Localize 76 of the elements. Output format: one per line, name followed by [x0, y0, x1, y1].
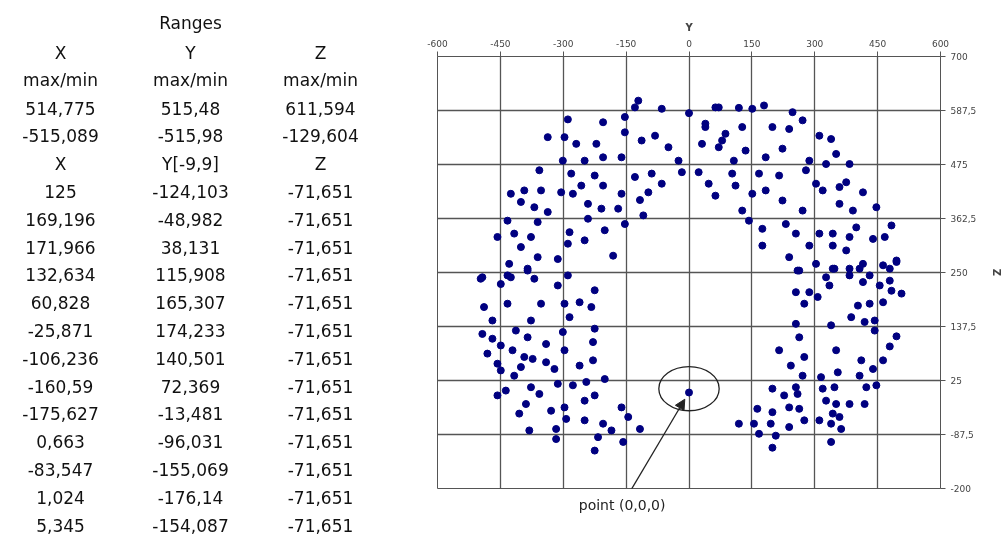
text: -71,651 [287, 321, 354, 341]
text: -175,627 [22, 404, 99, 425]
text: Y[-9,9] [161, 153, 219, 174]
text: -129,604 [282, 126, 359, 147]
x-tick-label: -450 [490, 38, 511, 49]
text: -71,651 [287, 348, 354, 369]
text: 1,024 [36, 487, 85, 508]
annotation: point (0,0,0) [578, 496, 666, 513]
text: X [54, 42, 67, 63]
text: -71,651 [287, 376, 354, 397]
text: -515,98 [157, 126, 224, 147]
x-tick-label: 450 [869, 38, 887, 49]
text: 132,634 [25, 265, 96, 286]
text: -48,982 [157, 209, 224, 230]
text: Z [314, 153, 327, 174]
text: 38,131 [160, 237, 221, 258]
text: 611,594 [285, 98, 356, 119]
text: 140,501 [155, 348, 226, 369]
text: -106,236 [22, 348, 99, 369]
text: -71,651 [287, 293, 354, 314]
text: 169,196 [25, 209, 96, 230]
text: -155,069 [152, 460, 229, 480]
text: max/min [283, 70, 358, 91]
text: max/min [23, 70, 98, 91]
text: 0,663 [36, 432, 85, 453]
x-tick-label: 150 [743, 38, 761, 49]
text: -71,651 [287, 515, 354, 536]
text: 171,966 [25, 237, 96, 258]
text: -96,031 [157, 432, 224, 453]
text: Ranges [159, 12, 223, 33]
text: -71,651 [287, 404, 354, 425]
text: -71,651 [287, 265, 354, 286]
text: -71,651 [287, 182, 354, 202]
x-tick-label: -600 [427, 38, 448, 49]
text: 514,775 [25, 98, 96, 119]
text: X [54, 153, 67, 174]
y-tick-label: 475 [950, 160, 968, 170]
y-tick-label: 587,5 [950, 106, 977, 116]
text: 125 [44, 182, 77, 202]
text: -71,651 [287, 460, 354, 480]
text: 174,233 [155, 321, 226, 341]
text: -83,547 [27, 460, 94, 480]
text: -13,481 [157, 404, 224, 425]
text: 72,369 [160, 376, 221, 397]
y-tick-label: 700 [950, 52, 968, 62]
text: -25,871 [27, 321, 94, 341]
x-tick-label: -150 [615, 38, 637, 49]
y-tick-label: 362,5 [950, 214, 977, 224]
text: 5,345 [36, 515, 85, 536]
y-tick-label: -87,5 [950, 430, 974, 440]
y-tick-label: 250 [950, 268, 968, 278]
text: -71,651 [287, 209, 354, 230]
text: 165,307 [155, 293, 226, 314]
x-axis-title: Y [684, 21, 694, 33]
text: -71,651 [287, 237, 354, 258]
x-tick-label: 300 [806, 38, 824, 49]
text: -160,59 [27, 376, 94, 397]
y-tick-label: 25 [950, 376, 962, 386]
y-tick-label: -200 [950, 484, 972, 494]
y-tick-label: 137,5 [950, 322, 977, 332]
text: Z [314, 42, 327, 63]
text: -71,651 [287, 487, 354, 508]
y-axis-title: Z [991, 268, 1002, 277]
x-tick-label: 0 [686, 38, 693, 49]
text: 115,908 [155, 265, 226, 286]
text: -71,651 [287, 432, 354, 453]
x-tick-label: 600 [931, 38, 950, 49]
text: Y [184, 42, 197, 63]
text: -176,14 [157, 487, 224, 508]
text: 515,48 [160, 98, 221, 119]
text: -515,089 [22, 126, 99, 147]
text: 60,828 [30, 293, 91, 314]
text: -154,087 [152, 515, 229, 536]
x-tick-label: -300 [553, 38, 574, 49]
text: max/min [153, 70, 228, 91]
text: -124,103 [152, 182, 229, 202]
